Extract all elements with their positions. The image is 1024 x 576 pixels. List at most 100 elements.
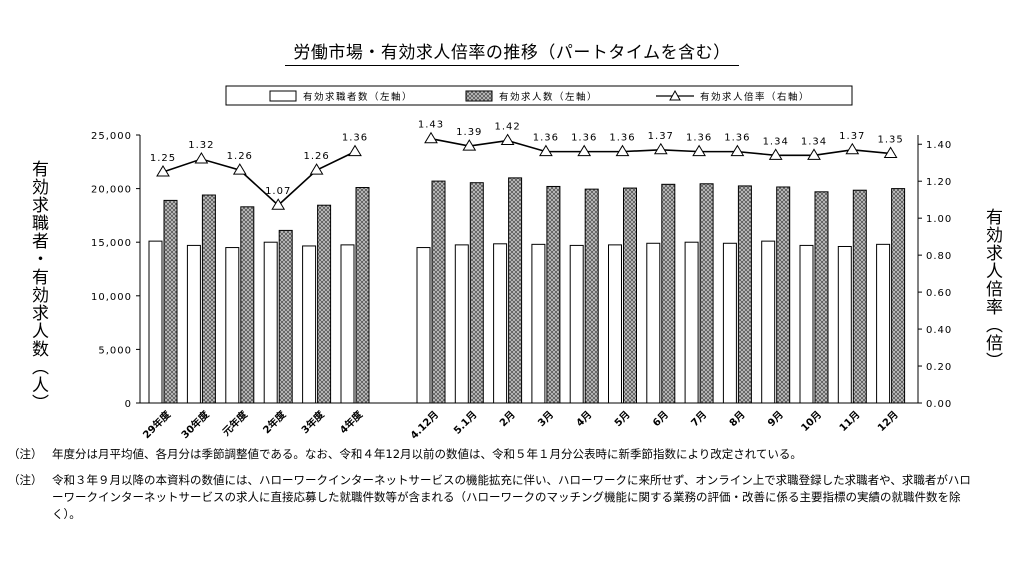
ratio-marker [883, 146, 898, 158]
ratio-data-label: 1.42 [494, 122, 520, 133]
bar-openings [891, 188, 906, 404]
legend: 有効求職者数（左軸） 有効求人数（左軸） 有効求人倍率（右軸） [225, 85, 853, 106]
ratio-data-label: 1.36 [686, 133, 712, 144]
bar-seekers [186, 244, 201, 404]
bar-openings [661, 183, 676, 404]
x-tick-label: 11月 [837, 409, 862, 434]
bar-openings [431, 180, 446, 404]
bar-seekers [454, 244, 469, 404]
bar-seekers [340, 244, 355, 404]
ratio-marker [730, 144, 745, 157]
legend-seekers-swatch [269, 90, 297, 102]
bar-openings [737, 185, 752, 404]
bar-openings [355, 187, 370, 404]
bar-seekers [876, 243, 891, 404]
legend-openings-label: 有効求人数（左軸） [499, 91, 598, 103]
ratio-data-label: 1.39 [456, 127, 482, 138]
left-axis-label: 有効求職者・有効求人数（人） [28, 160, 48, 412]
x-tick-label: 6月 [650, 409, 670, 429]
x-tick-label: 30年度 [178, 407, 212, 441]
bar-openings [469, 182, 484, 404]
x-tick-label: 3月 [536, 409, 556, 429]
x-tick-labels: 29年度 30年度 元年度 2年度 3年度 4年度 4.12月 5.1月 2月 3月 4月 5月 6月 7… [140, 407, 901, 441]
bar-seekers [837, 245, 852, 404]
ratio-marker [232, 163, 247, 175]
x-tick-label: 4月 [574, 409, 594, 429]
bar-openings [776, 186, 791, 404]
bar-seekers [302, 245, 317, 404]
ratio-data-label: 1.34 [763, 136, 789, 147]
x-tick-label: 元年度 [220, 407, 251, 438]
right-tick-label: 1.00 [926, 214, 952, 225]
right-tick-label: 0.40 [926, 325, 952, 336]
ratio-marker [462, 139, 477, 151]
left-tick-label: 0 [125, 399, 132, 410]
bar-seekers [569, 244, 584, 404]
x-tick-label: 5月 [612, 409, 632, 429]
legend-box [225, 85, 853, 106]
ratio-marker [768, 148, 783, 160]
ratio-marker [615, 144, 630, 157]
ratio-data-label: 1.37 [839, 131, 865, 142]
bar-seekers [531, 243, 546, 404]
x-tick-label: 10月 [799, 409, 824, 434]
ratio-marker [348, 144, 362, 157]
bar-openings [163, 199, 178, 404]
bar-seekers [608, 244, 622, 404]
x-tick-label: 8月 [727, 409, 747, 429]
bar-openings [317, 204, 332, 404]
bar-seekers [416, 247, 431, 404]
bar-seekers [646, 242, 661, 404]
ratio-marker [156, 164, 170, 177]
left-tick-label: 15,000 [91, 238, 132, 249]
right-axis-label: 有効求人倍率（倍） [982, 208, 1002, 370]
x-tick-label: 3年度 [298, 407, 327, 436]
note-2: （注） 令和３年９月以降の本資料の数値には、ハローワークインターネットサービスの機… [8, 472, 982, 523]
ratio-data-label: 1.43 [418, 120, 444, 131]
bar-openings [584, 188, 599, 404]
ratio-data-label: 1.07 [265, 186, 291, 197]
chart-title: 労働市場・有効求人倍率の推移（パートタイムを含む） [0, 38, 1024, 66]
ratio-data-label: 1.25 [150, 153, 176, 164]
ratio-data-label: 1.26 [303, 151, 329, 162]
right-tick-label: 0.00 [926, 399, 952, 410]
left-tick-label: 10,000 [91, 292, 132, 303]
right-tick-label: 0.80 [926, 251, 952, 262]
ratio-marker [424, 131, 438, 144]
bar-seekers [225, 247, 240, 404]
right-tick-label: 0.60 [926, 288, 952, 299]
x-tick-label: 29年度 [140, 407, 174, 441]
ratio-data-label: 1.32 [188, 140, 214, 151]
x-tick-label: 7月 [689, 409, 709, 429]
axes: 0 5,000 10,000 15,000 20,000 25,000 0.00 0.20 0.… [91, 131, 952, 410]
ratio-marker [271, 198, 286, 210]
x-tick-label: 2年度 [260, 407, 289, 436]
bar-openings [623, 187, 637, 404]
bar-seekers [493, 243, 508, 404]
x-tick-label: 9月 [765, 409, 785, 429]
note-1-mark: （注） [8, 447, 43, 461]
ratio-data-label: 1.26 [227, 151, 253, 162]
x-tick-label: 4年度 [337, 407, 366, 436]
ratio-line-segment [162, 150, 356, 207]
note-2-text: 令和３年９月以降の本資料の数値には、ハローワークインターネットサービスの機能拡充… [52, 473, 971, 521]
legend-ratio-marker [669, 89, 681, 101]
right-tick-label: 1.40 [926, 140, 952, 151]
right-tick-label: 0.20 [926, 362, 952, 373]
left-tick-label: 5,000 [98, 345, 132, 356]
bar-seekers [684, 241, 699, 404]
bar-openings [852, 189, 867, 404]
ratio-marker [653, 142, 668, 155]
note-1-text: 年度分は月平均値、各月分は季節調整値である。なお、令和４年12月以前の数値は、令… [52, 447, 802, 461]
ratio-data-label: 1.36 [571, 133, 597, 144]
x-tick-label: 5.1月 [451, 409, 479, 437]
chart-title-text: 労働市場・有効求人倍率の推移（パートタイムを含む） [285, 38, 739, 66]
ratio-marker [500, 133, 515, 146]
ratio-marker [309, 163, 324, 175]
ratio-data-label: 1.35 [877, 134, 903, 145]
bar-openings [508, 177, 523, 404]
x-tick-label: 12月 [875, 409, 900, 434]
ratio-marker [845, 142, 860, 155]
bar-openings [699, 183, 714, 404]
ratio-marker [194, 152, 209, 164]
